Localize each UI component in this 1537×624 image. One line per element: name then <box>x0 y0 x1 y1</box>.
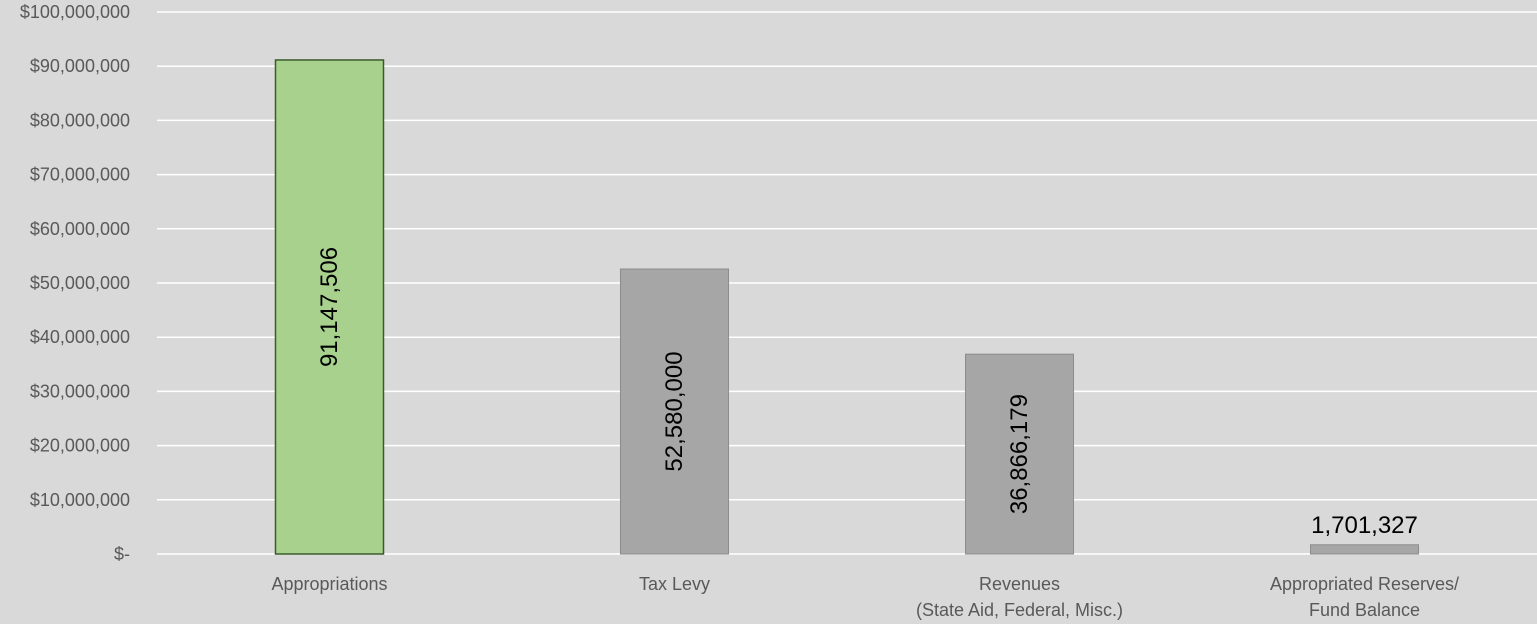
data-labels: 91,147,506 52,580,000 36,866,179 1,701,327 <box>316 247 1418 539</box>
gridlines <box>157 11 1537 555</box>
y-tick-label: $10,000,000 <box>30 490 130 510</box>
bars <box>274 59 1419 555</box>
category-label-2: Revenues (State Aid, Federal, Misc.) <box>916 574 1123 620</box>
y-tick-label: $40,000,000 <box>30 327 130 347</box>
y-tick-label: $50,000,000 <box>30 273 130 293</box>
category-label-0: Appropriations <box>271 574 387 594</box>
bar-0 <box>274 59 385 555</box>
y-tick-label: $80,000,000 <box>30 110 130 130</box>
data-label-1: 52,580,000 <box>661 351 688 471</box>
bar-1 <box>620 268 729 555</box>
y-tick-label: $90,000,000 <box>30 56 130 76</box>
y-tick-label: $70,000,000 <box>30 165 130 185</box>
category-label-3: Appropriated Reserves/Fund Balance <box>1270 574 1459 620</box>
category-label-1: Tax Levy <box>639 574 710 594</box>
y-tick-label: $60,000,000 <box>30 219 130 239</box>
data-label-2: 36,866,179 <box>1006 394 1033 514</box>
y-tick-label: $- <box>114 544 130 564</box>
y-tick-label: $100,000,000 <box>20 2 130 22</box>
data-label-3: 1,701,327 <box>1311 512 1418 539</box>
data-label-0: 91,147,506 <box>316 247 343 367</box>
bar-2 <box>965 353 1074 555</box>
y-tick-label: $30,000,000 <box>30 381 130 401</box>
y-tick-label: $20,000,000 <box>30 436 130 456</box>
category-labels: Appropriations Tax Levy Revenues (State Aid… <box>271 574 1459 620</box>
bar-3 <box>1310 544 1419 555</box>
y-axis-tick-labels: $- $10,000,000 $20,000,000 $30,000,000 $40,0… <box>20 2 130 564</box>
